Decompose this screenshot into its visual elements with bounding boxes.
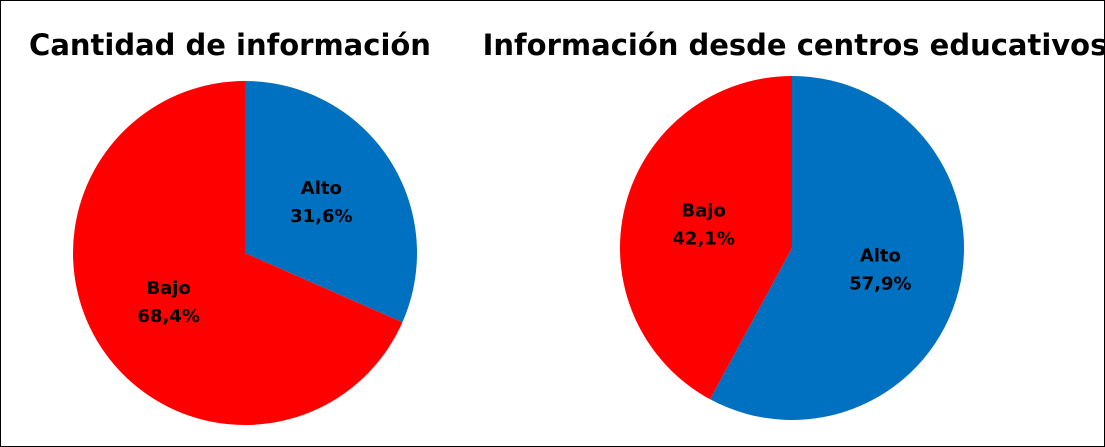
slice-value-label: 57,9% xyxy=(849,273,911,294)
chart-title: Cantidad de información xyxy=(29,28,431,62)
pie-slice xyxy=(245,81,417,323)
slice-category-label: Alto xyxy=(301,178,342,199)
slice-category-label: Bajo xyxy=(681,201,725,222)
slice-category-label: Alto xyxy=(860,245,901,266)
pie-slice xyxy=(72,81,403,425)
slice-value-label: 42,1% xyxy=(672,229,734,250)
pie-slice xyxy=(620,76,792,400)
pie-slice xyxy=(710,76,965,420)
slice-category-label: Bajo xyxy=(146,278,190,299)
chart-title: Información desde centros educativos xyxy=(483,28,1105,62)
slice-value-label: 31,6% xyxy=(290,206,352,227)
slice-value-label: 68,4% xyxy=(137,306,199,327)
